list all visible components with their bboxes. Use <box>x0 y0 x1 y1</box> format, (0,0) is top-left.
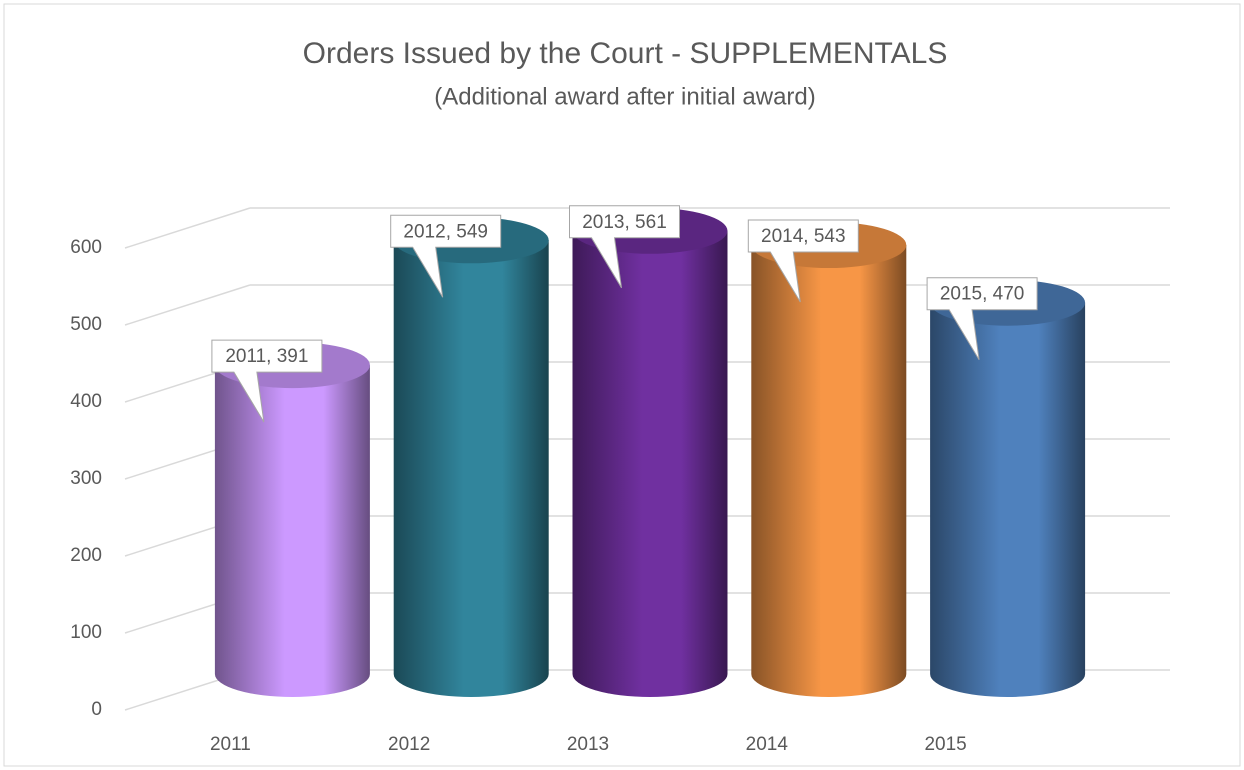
data-label: 2013, 561 <box>582 212 667 233</box>
chart-subtitle: (Additional award after initial award) <box>434 83 816 110</box>
cylinder-body <box>751 245 907 697</box>
data-label-callout <box>211 339 323 423</box>
data-label: 2012, 549 <box>403 221 488 242</box>
x-tick-label: 2013 <box>567 734 609 755</box>
y-tick-label: 300 <box>70 468 102 489</box>
y-tick-label: 600 <box>70 237 102 258</box>
data-label-callout <box>747 219 859 303</box>
y-tick-label: 500 <box>70 314 102 335</box>
data-label-callout <box>926 277 1038 360</box>
cylinder-body <box>930 302 1086 697</box>
x-tick-label: 2014 <box>746 734 789 755</box>
grid-line <box>124 207 251 249</box>
data-label: 2011, 391 <box>225 346 308 367</box>
x-tick-label: 2012 <box>388 734 430 755</box>
y-tick-label: 100 <box>70 622 102 643</box>
cylinder-body <box>393 240 549 698</box>
x-tick-label: 2015 <box>924 734 966 755</box>
data-label-callout <box>569 205 680 289</box>
chart-title: Orders Issued by the Court - SUPPLEMENTA… <box>303 37 948 70</box>
grid-line <box>124 284 251 326</box>
data-label: 2014, 543 <box>761 226 846 247</box>
data-label-callout <box>390 214 502 298</box>
cylinder-body <box>214 365 370 697</box>
y-tick-label: 0 <box>91 699 102 720</box>
cylinder-body <box>572 230 728 697</box>
x-tick-label: 2011 <box>210 734 251 755</box>
y-tick-label: 200 <box>70 545 102 566</box>
data-label: 2015, 470 <box>940 284 1025 305</box>
y-tick-label: 400 <box>70 391 102 412</box>
